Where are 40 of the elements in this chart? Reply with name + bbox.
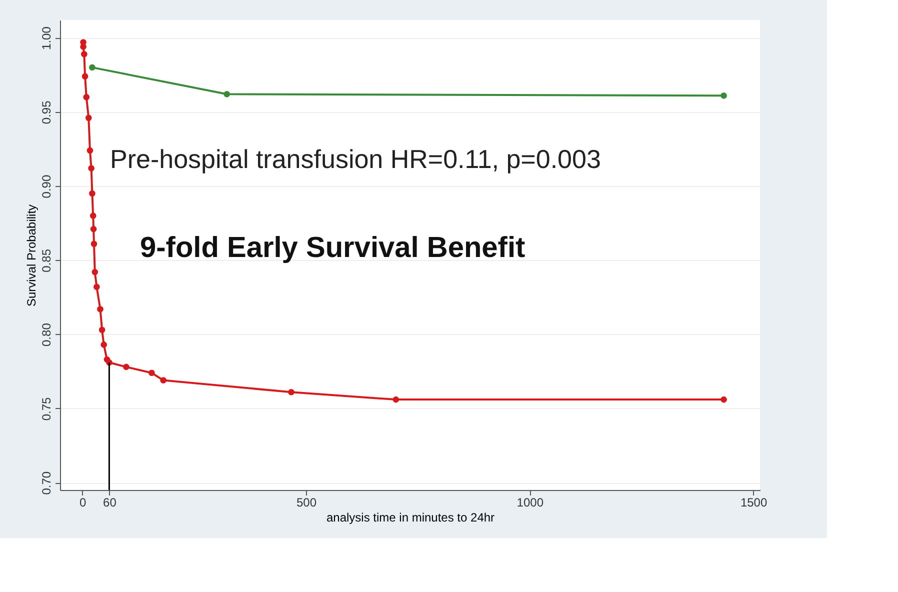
point (83, 94, 90, 100)
x-tick-label: 60 (103, 496, 117, 510)
y-axis-title: Survival Probability (24, 204, 38, 307)
point (100, 342, 107, 348)
point (98, 326, 106, 334)
y-tick-label: 0.85 (40, 248, 54, 272)
point (720, 92, 727, 99)
point (94, 284, 100, 290)
y-tick-label: 0.80 (40, 322, 54, 346)
point (88, 165, 94, 172)
point (224, 90, 230, 98)
y-tick-label: 0.70 (40, 471, 54, 495)
point (97, 306, 104, 312)
annotation: 9-fold Early Survival Benefit (140, 232, 526, 264)
point (90, 212, 96, 219)
point (86, 147, 94, 154)
point (160, 377, 166, 384)
y-tick-label: 0.75 (40, 396, 54, 421)
x-tick-label: 1500 (740, 496, 768, 510)
point (148, 370, 155, 376)
y-tick-label: 0.90 (40, 174, 54, 198)
point (288, 388, 294, 396)
point (82, 73, 88, 80)
y-tick-label: 0.95 (40, 100, 54, 124)
point (123, 364, 130, 370)
point (392, 396, 400, 403)
x-tick-label: 0 (80, 496, 87, 510)
x-tick-label: 500 (296, 496, 317, 510)
point (90, 226, 97, 232)
point (89, 64, 96, 71)
point (80, 50, 88, 58)
x-axis-title: analysis time in minutes to 24hr (326, 510, 495, 524)
point (90, 240, 98, 248)
point (720, 396, 727, 403)
point (85, 114, 92, 122)
point (92, 268, 98, 276)
x-tick-label: 1000 (516, 496, 544, 510)
annotation: Pre-hospital transfusion HR=0.11, p=0.003 (110, 144, 601, 174)
point (89, 190, 96, 197)
y-tick-label: 1.00 (40, 26, 54, 50)
